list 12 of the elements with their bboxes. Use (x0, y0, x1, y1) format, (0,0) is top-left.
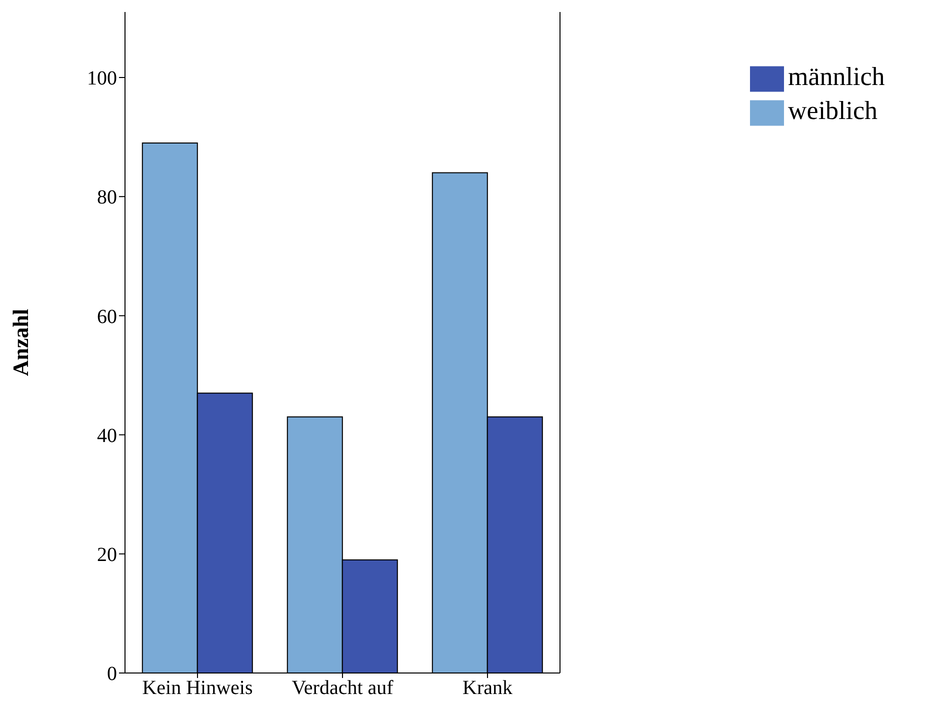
y-axis-title: Anzahl (8, 308, 33, 376)
y-tick-label: 60 (97, 306, 117, 328)
legend-label: weiblich (788, 96, 878, 126)
y-tick-label: 40 (97, 424, 117, 447)
x-tick-label: Krank (462, 677, 512, 700)
y-tick-label: 100 (87, 68, 117, 90)
y-tick-label: 0 (107, 663, 117, 686)
y-tick-label: 20 (97, 544, 117, 566)
x-tick-label: Kein Hinweis (142, 677, 253, 700)
legend-label: männlich (788, 62, 885, 91)
y-tick-label: 80 (97, 186, 117, 209)
x-tick-label: Verdacht auf (292, 677, 394, 700)
